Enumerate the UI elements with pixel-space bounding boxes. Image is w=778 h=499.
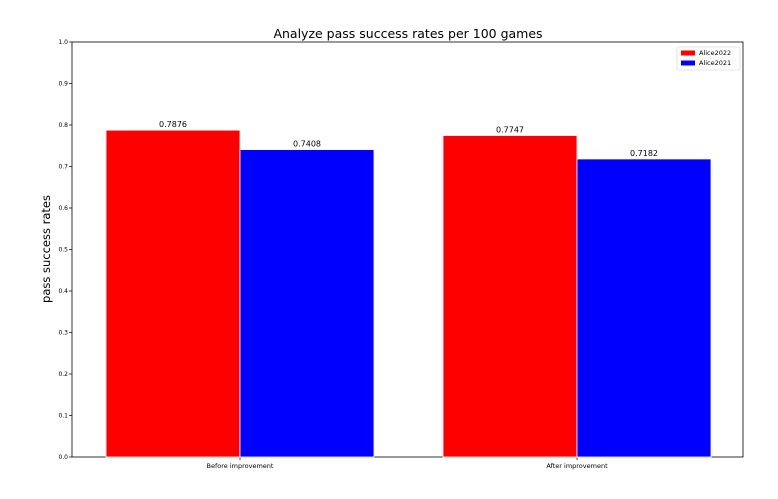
data-label: 0.7408 xyxy=(293,140,321,149)
legend-swatch-alice2021 xyxy=(681,60,695,66)
legend: Alice2022 Alice2021 xyxy=(676,46,741,71)
bar-alice2022 xyxy=(105,129,241,458)
bar-alice2022 xyxy=(442,135,578,458)
data-label: 0.7876 xyxy=(159,120,187,129)
chart-title: Analyze pass success rates per 100 games xyxy=(273,26,542,41)
legend-label: Alice2022 xyxy=(699,49,731,57)
x-tick-label: Before improvement xyxy=(207,462,274,470)
legend-label: Alice2021 xyxy=(699,59,731,67)
bar-alice2021 xyxy=(576,158,712,458)
y-tick-label: 0.2 xyxy=(58,371,68,378)
plot-area: 0.0 0.1 0.2 0.3 0.4 0.5 0.6 0.7 0.8 0.9 1.0 Before … xyxy=(58,39,744,470)
y-axis-label: pass success rates xyxy=(39,195,53,303)
x-tick-label: After improvement xyxy=(546,462,608,470)
y-tick-label: 1.0 xyxy=(58,39,68,46)
legend-swatch-alice2022 xyxy=(681,50,695,56)
y-tick-label: 0.6 xyxy=(58,205,68,212)
y-tick-label: 0.0 xyxy=(58,454,68,461)
y-tick-label: 0.1 xyxy=(58,413,68,420)
data-label: 0.7182 xyxy=(630,149,658,158)
y-tick-label: 0.3 xyxy=(58,330,68,337)
bar-alice2021 xyxy=(239,149,375,458)
y-tick-label: 0.4 xyxy=(58,288,68,295)
y-tick-label: 0.9 xyxy=(58,81,68,88)
y-tick-label: 0.7 xyxy=(58,164,68,171)
y-tick-label: 0.5 xyxy=(58,247,68,254)
data-label: 0.7747 xyxy=(496,125,524,134)
y-tick-label: 0.8 xyxy=(58,122,68,129)
